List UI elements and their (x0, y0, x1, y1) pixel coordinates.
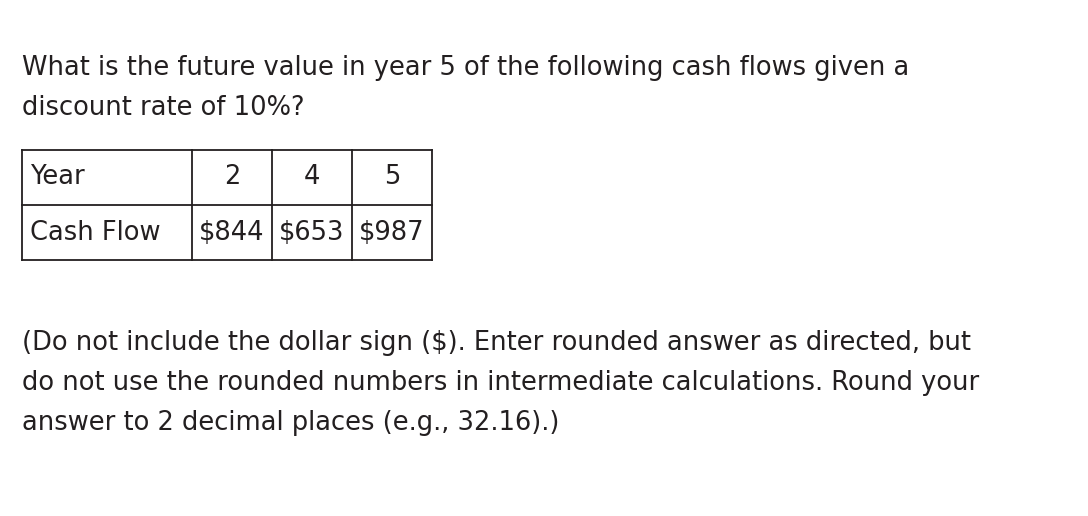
Text: do not use the rounded numbers in intermediate calculations. Round your: do not use the rounded numbers in interm… (22, 370, 979, 396)
Text: 2: 2 (224, 165, 240, 190)
Text: 5: 5 (384, 165, 400, 190)
Text: (Do not include the dollar sign ($). Enter rounded answer as directed, but: (Do not include the dollar sign ($). Ent… (22, 330, 970, 356)
Text: Cash Flow: Cash Flow (30, 219, 161, 246)
Text: 4: 4 (304, 165, 320, 190)
Text: answer to 2 decimal places (e.g., 32.16).): answer to 2 decimal places (e.g., 32.16)… (22, 410, 559, 436)
Text: discount rate of 10%?: discount rate of 10%? (22, 95, 305, 121)
Text: $987: $987 (359, 219, 424, 246)
Text: $844: $844 (199, 219, 264, 246)
Text: Year: Year (30, 165, 85, 190)
Text: $653: $653 (280, 219, 345, 246)
Text: What is the future value in year 5 of the following cash flows given a: What is the future value in year 5 of th… (22, 55, 910, 81)
